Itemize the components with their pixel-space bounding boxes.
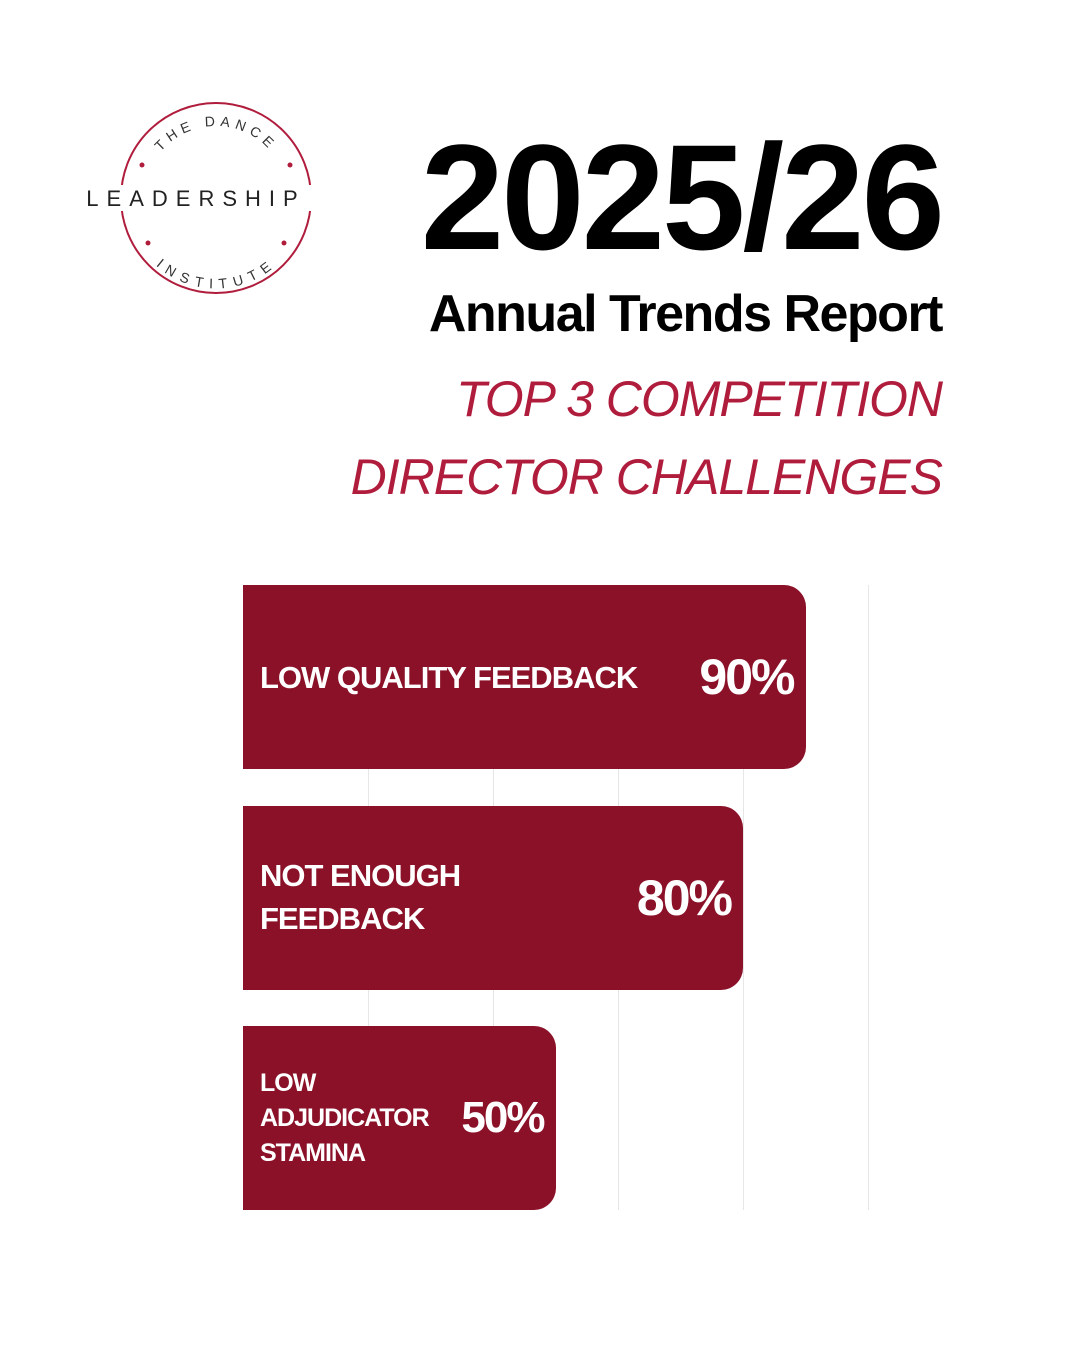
logo-star: [139, 162, 145, 168]
chart-subtitle: Annual Trends Report: [428, 285, 944, 343]
value-label: 50%: [461, 1093, 545, 1142]
logo-main: LEADERSHIP: [86, 186, 305, 211]
category-label: NOT ENOUGH FEEDBACK: [260, 858, 461, 937]
bar: [243, 1026, 556, 1210]
category-label: LOW QUALITY FEEDBACK: [260, 659, 638, 695]
value-label: 90%: [699, 649, 795, 705]
category-label: LOW ADJUDICATOR STAMINA: [260, 1068, 430, 1167]
logo-star: [281, 240, 287, 246]
logo-band: [70, 185, 340, 211]
logo-star: [145, 240, 151, 246]
value-label: 80%: [636, 869, 733, 926]
chart-heading: TOP 3 COMPETITION DIRECTOR CHALLENGES: [350, 371, 943, 505]
chart-title: 2025/26: [420, 113, 945, 281]
logo-star: [287, 162, 293, 168]
grid-line: [743, 585, 744, 1210]
logo: THE DANCE LEADERSHIP INSTITUTE: [70, 102, 340, 294]
grid-line: [868, 585, 869, 1210]
bar: [243, 585, 806, 769]
bar: [243, 805, 743, 990]
